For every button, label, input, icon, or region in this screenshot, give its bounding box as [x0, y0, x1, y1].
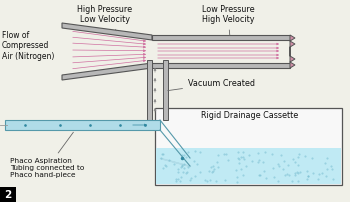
Bar [5, 120, 160, 130]
Polygon shape [62, 23, 152, 40]
Bar [147, 60, 152, 120]
Bar [0, 187, 16, 202]
Bar [156, 148, 341, 184]
Text: Vacuum Created: Vacuum Created [168, 79, 255, 91]
Polygon shape [290, 35, 295, 68]
Polygon shape [152, 63, 290, 68]
Text: 2: 2 [4, 190, 12, 200]
Bar [163, 60, 168, 120]
Text: Rigid Drainage Cassette: Rigid Drainage Cassette [201, 112, 299, 121]
Text: Phaco Aspiration
Tubing connected to
Phaco hand-piece: Phaco Aspiration Tubing connected to Pha… [10, 132, 84, 178]
Polygon shape [152, 35, 290, 40]
Text: High Pressure
Low Velocity: High Pressure Low Velocity [77, 5, 133, 31]
Polygon shape [62, 63, 152, 80]
Text: Flow of
Compressed
Air (Nitrogen): Flow of Compressed Air (Nitrogen) [2, 31, 54, 61]
Text: Low Pressure
High Velocity: Low Pressure High Velocity [202, 5, 254, 35]
Bar [155, 108, 342, 185]
